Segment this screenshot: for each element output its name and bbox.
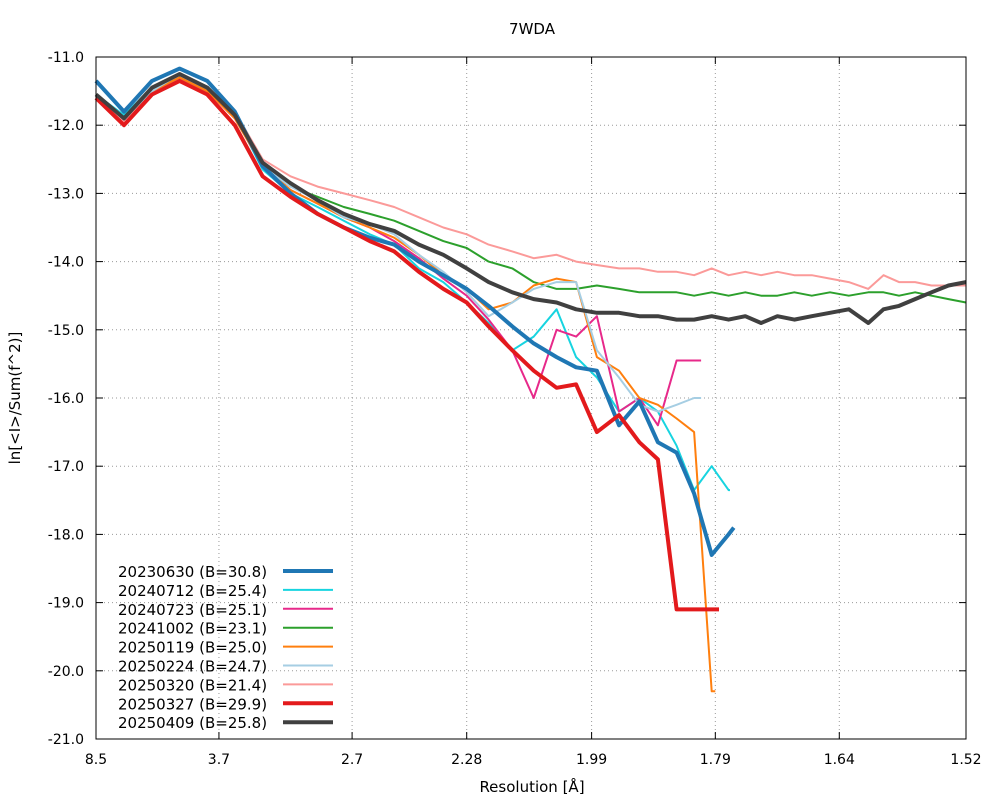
x-tick-label: 2.28	[451, 752, 482, 768]
chart-title: 7WDA	[509, 20, 556, 38]
y-axis-title: ln[<I>/Sum(f^2)]	[6, 332, 24, 465]
legend-label: 20240723 (B=25.1)	[118, 601, 267, 619]
legend-label: 20241002 (B=23.1)	[118, 620, 267, 638]
y-tick-label: -16.0	[48, 391, 84, 407]
x-tick-label: 1.99	[576, 752, 607, 768]
legend-label: 20230630 (B=30.8)	[118, 563, 267, 581]
x-axis-title: Resolution [Å]	[479, 777, 584, 796]
series-lines	[94, 66, 967, 693]
y-tick-label: -19.0	[48, 596, 84, 612]
series-line-8	[94, 72, 967, 325]
y-tick-label: -20.0	[48, 664, 84, 680]
legend-label: 20250119 (B=25.0)	[118, 639, 267, 657]
x-tick-label: 8.5	[85, 752, 107, 768]
axis-ticks: 8.5 3.7 2.7 2.28 1.99 1.79 1.64 1.52 -11.0 -12.0 -…	[48, 50, 982, 768]
series-line-0	[94, 66, 736, 557]
y-tick-label: -11.0	[48, 50, 84, 66]
legend-label: 20240712 (B=25.4)	[118, 582, 267, 600]
y-tick-label: -21.0	[48, 732, 84, 748]
legend-label: 20250409 (B=25.8)	[118, 714, 267, 732]
x-tick-label: 2.7	[341, 752, 363, 768]
y-tick-label: -14.0	[48, 255, 84, 271]
x-tick-label: 1.79	[700, 752, 731, 768]
y-tick-label: -18.0	[48, 527, 84, 543]
y-tick-label: -17.0	[48, 459, 84, 475]
legend-label: 20250224 (B=24.7)	[118, 658, 267, 676]
x-tick-label: 1.64	[824, 752, 855, 768]
legend-label: 20250327 (B=29.9)	[118, 695, 267, 713]
series-line-6	[95, 73, 966, 290]
legend-label: 20250320 (B=21.4)	[118, 676, 267, 694]
legend: 20230630 (B=30.8)20240712 (B=25.4)202407…	[118, 563, 333, 732]
y-tick-label: -15.0	[48, 323, 84, 339]
x-tick-label: 3.7	[208, 752, 230, 768]
series-line-7	[94, 78, 719, 612]
y-tick-label: -12.0	[48, 118, 84, 134]
y-tick-label: -13.0	[48, 186, 84, 202]
grid	[95, 56, 967, 740]
x-tick-label: 1.52	[950, 752, 981, 768]
